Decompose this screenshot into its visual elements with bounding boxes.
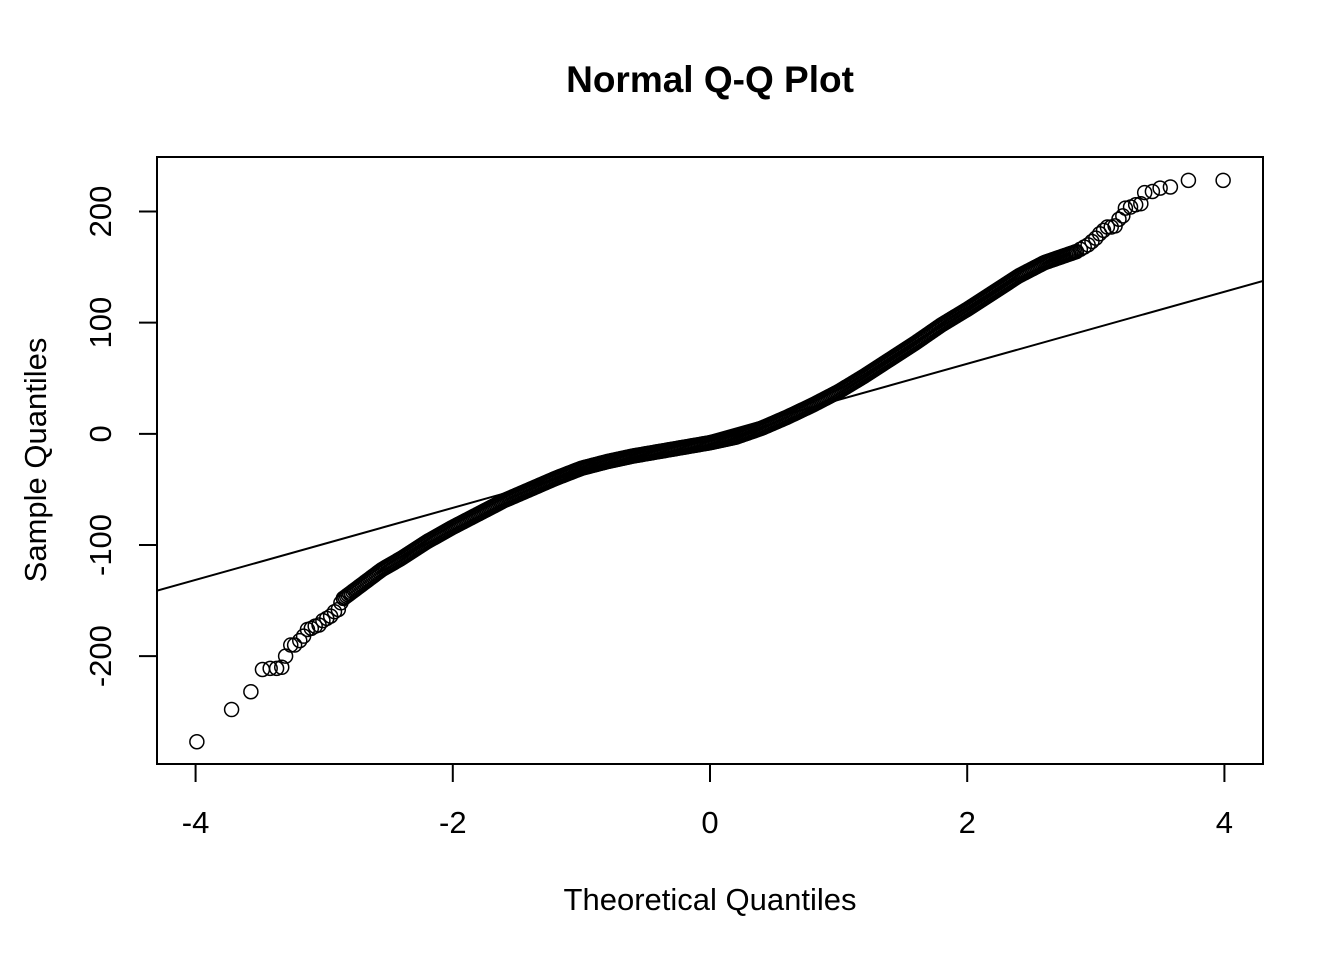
- data-point: [1144, 183, 1161, 200]
- data-point: [1067, 244, 1083, 260]
- x-tick-label: -4: [182, 805, 210, 840]
- y-tick-label: 100: [83, 297, 118, 349]
- data-point: [189, 734, 205, 750]
- data-point: [286, 637, 303, 653]
- x-axis-label: Theoretical Quantiles: [564, 882, 857, 917]
- y-axis: -200 -100 0 100 200: [83, 186, 158, 687]
- data-point: [1084, 233, 1100, 250]
- data-point: [1136, 184, 1153, 201]
- y-axis-label: Sample Quantiles: [18, 338, 53, 583]
- data-point: [273, 659, 290, 676]
- data-point: [262, 660, 278, 677]
- y-tick-label: -200: [83, 625, 118, 687]
- data-point: [1117, 200, 1134, 216]
- data-point: [1215, 172, 1231, 189]
- data-point: [1088, 230, 1104, 246]
- data-point: [1152, 180, 1168, 196]
- data-point: [223, 701, 240, 718]
- y-tick-label: 200: [83, 186, 118, 238]
- data-point: [1180, 172, 1197, 189]
- x-axis: -4 -2 0 2 4: [182, 763, 1233, 840]
- data-point: [1127, 197, 1144, 213]
- data-point: [243, 683, 259, 700]
- x-tick-label: 4: [1216, 805, 1233, 840]
- data-point: [1099, 219, 1116, 235]
- data-point: [1115, 208, 1131, 224]
- data-point: [315, 612, 331, 629]
- y-tick-label: -100: [83, 514, 118, 576]
- data-point: [282, 637, 299, 653]
- plot-frame: [156, 156, 1264, 765]
- x-tick-label: 0: [701, 805, 718, 840]
- chart-title: Normal Q-Q Plot: [566, 59, 854, 100]
- data-point: [303, 620, 320, 637]
- data-point: [292, 632, 308, 649]
- x-tick-label: -2: [439, 805, 467, 840]
- x-tick-label: 2: [959, 805, 976, 840]
- y-tick-label: 0: [83, 425, 118, 442]
- points-group: [189, 172, 1231, 750]
- data-point: [268, 660, 285, 677]
- data-point: [1162, 179, 1179, 195]
- data-point: [1133, 195, 1149, 212]
